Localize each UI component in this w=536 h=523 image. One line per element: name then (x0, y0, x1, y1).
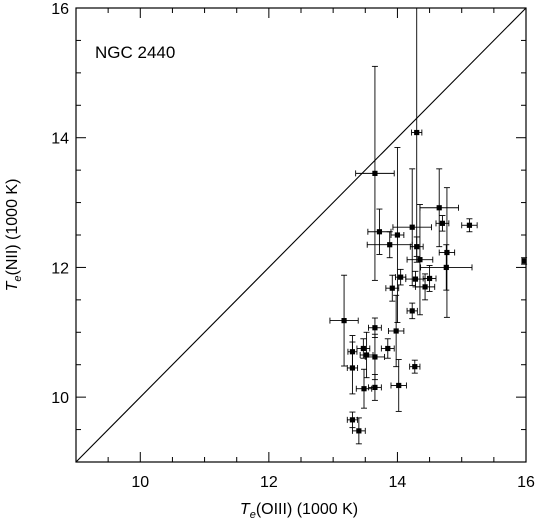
data-marker (409, 224, 415, 230)
data-marker (361, 386, 367, 392)
reference-diagonal-line (75, 7, 527, 463)
data-marker (372, 384, 378, 391)
y-tick-label: 12 (51, 260, 69, 277)
data-marker (363, 352, 370, 358)
data-point (409, 236, 424, 257)
data-marker (360, 345, 366, 352)
data-point (411, 8, 423, 263)
data-point (390, 359, 407, 412)
x-tick-label: 12 (260, 474, 278, 491)
data-point (368, 373, 382, 401)
data-marker (426, 275, 433, 282)
data-marker (444, 249, 450, 256)
y-axis-label-symbol: T (4, 280, 21, 291)
data-marker (412, 364, 418, 370)
x-axis-label: Te(OIII) (1000 K) (240, 501, 358, 521)
data-marker (439, 220, 446, 226)
data-marker (387, 242, 393, 248)
data-marker (356, 428, 362, 434)
data-point (355, 368, 373, 409)
data-marker (389, 285, 395, 291)
data-point (364, 333, 386, 381)
data-point (406, 302, 418, 320)
y-tick-label: 16 (51, 1, 69, 18)
x-tick-label: 16 (517, 474, 535, 491)
data-marker (372, 325, 378, 331)
tick-layer: 10 12 14 16 10 12 14 16 (51, 1, 535, 491)
data-point (406, 204, 434, 316)
data-point (414, 273, 436, 301)
data-marker (436, 205, 442, 211)
data-marker (409, 308, 415, 314)
data-layer (329, 8, 528, 445)
data-marker (394, 232, 401, 238)
chart-annotation: NGC 2440 (95, 43, 175, 62)
data-marker (414, 129, 420, 136)
data-marker (443, 264, 449, 271)
data-point (351, 417, 366, 445)
x-axis-label-subscript: e (250, 509, 256, 521)
y-tick-label: 10 (51, 390, 69, 407)
y-tick-label: 14 (51, 131, 69, 148)
data-marker (349, 417, 356, 423)
data-marker (372, 170, 378, 176)
data-marker (385, 345, 391, 352)
data-point (387, 294, 405, 368)
data-point (409, 359, 421, 374)
data-marker (376, 229, 383, 235)
x-axis-label-symbol: T (240, 501, 251, 518)
data-marker (396, 382, 402, 389)
data-marker (393, 328, 399, 334)
data-marker (349, 365, 356, 371)
data-point (346, 341, 359, 395)
data-marker (412, 276, 419, 282)
data-point (461, 218, 478, 233)
x-tick-label: 14 (389, 474, 407, 491)
data-marker (422, 284, 428, 290)
data-marker (521, 258, 527, 264)
data-point (419, 168, 459, 248)
data-point (392, 168, 432, 287)
x-axis-label-text: (OIII) (1000 K) (256, 501, 358, 518)
data-point (355, 65, 395, 281)
y-axis-label-subscript: e (12, 276, 24, 282)
data-marker (417, 257, 423, 263)
reference-line-layer (75, 7, 527, 463)
data-marker (341, 318, 347, 324)
y-axis-label-text: (NII) (1000 K) (4, 179, 21, 276)
y-axis-label: Te(NII) (1000 K) (4, 179, 24, 292)
data-marker (466, 222, 473, 228)
data-point (366, 231, 413, 259)
data-point (390, 146, 405, 324)
data-point (385, 274, 400, 302)
data-point (346, 411, 359, 429)
data-marker (398, 274, 404, 280)
data-marker (372, 354, 378, 360)
data-marker (414, 244, 420, 250)
data-point (329, 274, 359, 367)
data-point (435, 215, 450, 232)
data-point (380, 338, 395, 359)
data-point (359, 331, 374, 379)
data-point (438, 187, 456, 318)
data-point (420, 244, 473, 291)
x-tick-label: 10 (131, 474, 149, 491)
